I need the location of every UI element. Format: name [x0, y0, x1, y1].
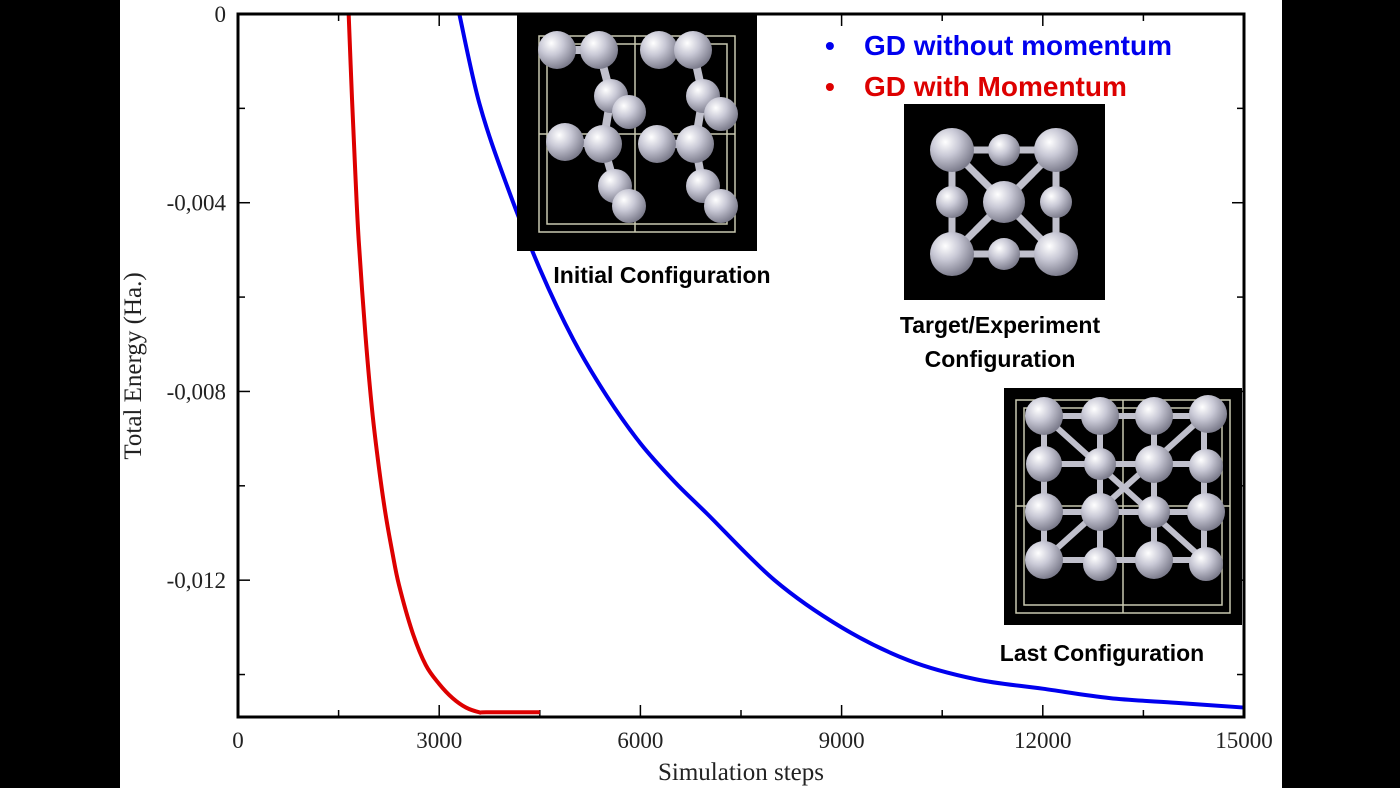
- y-tick-label: -0,004: [167, 191, 227, 216]
- y-tick-label: -0,008: [167, 379, 226, 404]
- x-tick-label: 12000: [1014, 728, 1072, 753]
- last-configuration-caption: Last Configuration: [999, 640, 1205, 666]
- legend-label-blue: GD without momentum: [864, 30, 1172, 61]
- crystal-last-icon: [1015, 395, 1231, 614]
- y-axis-title: Total Energy (Ha.): [120, 272, 147, 459]
- y-tick-label: -0,012: [167, 568, 226, 593]
- target-configuration-caption-line2: Configuration: [924, 346, 1076, 372]
- target-configuration-caption-line1: Target/Experiment: [899, 312, 1101, 338]
- legend-marker-red: •: [825, 71, 835, 102]
- legend-label-red: GD with Momentum: [864, 71, 1127, 102]
- initial-configuration-caption: Initial Configuration: [553, 262, 771, 288]
- x-tick-label: 9000: [819, 728, 865, 753]
- x-tick-label: 15000: [1215, 728, 1273, 753]
- series-line-gd-with-momentum: [346, 13, 540, 715]
- x-tick-label: 6000: [617, 728, 663, 753]
- x-tick-label: 0: [232, 728, 244, 753]
- crystal-target-icon: [930, 128, 1078, 276]
- y-tick-label: 0: [215, 2, 227, 27]
- legend: • GD without momentum • GD with Momentum: [825, 30, 1172, 102]
- initial-configuration-image: [517, 14, 757, 251]
- last-configuration-image: [1004, 388, 1242, 625]
- legend-marker-blue: •: [825, 30, 835, 61]
- x-axis-title: Simulation steps: [658, 759, 824, 786]
- labels-layer: 0 3000 6000 9000 12000 15000 0 -0,004 -0,008 -0,0…: [167, 2, 1273, 753]
- crystal-initial-icon: [538, 31, 738, 233]
- x-tick-label: 3000: [416, 728, 462, 753]
- target-configuration-image: [904, 104, 1105, 300]
